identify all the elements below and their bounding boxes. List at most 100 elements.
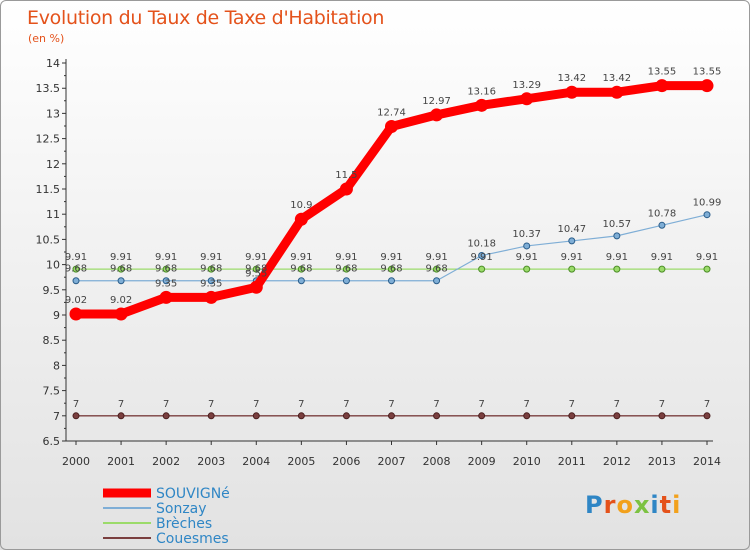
data-point xyxy=(703,211,711,219)
data-label: 13.55 xyxy=(693,67,722,78)
data-point xyxy=(658,221,666,229)
y-tick-label: 7.5 xyxy=(43,385,61,398)
data-point xyxy=(433,265,441,273)
data-point xyxy=(114,307,128,321)
data-label: 9.68 xyxy=(65,264,87,275)
data-point xyxy=(342,265,350,273)
data-label: 7 xyxy=(478,399,484,410)
data-point xyxy=(610,85,624,99)
data-point xyxy=(72,277,80,285)
x-tick-label: 2011 xyxy=(558,455,586,468)
data-label: 10.18 xyxy=(467,239,496,250)
data-point xyxy=(568,237,576,245)
data-point xyxy=(162,412,170,420)
data-point xyxy=(297,277,305,285)
data-point xyxy=(655,79,669,93)
y-tick-label: 13 xyxy=(46,107,60,120)
data-label: 7 xyxy=(569,399,575,410)
y-tick-label: 13.5 xyxy=(36,82,61,95)
data-point xyxy=(204,290,218,304)
y-tick-label: 6.5 xyxy=(43,435,61,448)
data-point xyxy=(207,412,215,420)
data-point xyxy=(565,85,579,99)
data-label: 9.02 xyxy=(110,295,132,306)
data-point xyxy=(162,277,170,285)
data-label: 10.37 xyxy=(512,229,541,240)
data-point xyxy=(207,277,215,285)
data-point xyxy=(475,98,489,112)
data-point xyxy=(162,265,170,273)
data-label: 7 xyxy=(614,399,620,410)
data-point xyxy=(658,412,666,420)
data-point xyxy=(388,277,395,285)
data-point xyxy=(339,182,353,196)
data-point xyxy=(117,265,125,273)
data-point xyxy=(700,79,714,93)
data-point xyxy=(658,265,666,273)
legend-label: Sonzay xyxy=(156,501,207,517)
data-label: 10.47 xyxy=(557,224,586,235)
data-point xyxy=(388,412,395,420)
y-tick-label: 14 xyxy=(46,57,60,70)
data-point xyxy=(523,265,531,273)
x-tick-label: 2014 xyxy=(693,455,721,468)
data-point xyxy=(159,290,173,304)
data-point xyxy=(294,212,308,226)
y-tick-label: 8 xyxy=(53,359,60,372)
data-label: 7 xyxy=(253,399,259,410)
y-tick-label: 11.5 xyxy=(36,183,61,196)
y-tick-label: 10 xyxy=(46,259,60,272)
data-point xyxy=(117,277,125,285)
data-point xyxy=(69,307,83,321)
data-label: 13.16 xyxy=(467,86,496,97)
data-point xyxy=(568,412,576,420)
y-tick-label: 7 xyxy=(53,410,60,423)
data-label: 9.68 xyxy=(110,264,132,275)
data-point xyxy=(388,265,395,273)
data-point xyxy=(207,265,215,273)
x-tick-label: 2012 xyxy=(603,455,631,468)
data-point xyxy=(520,92,534,106)
legend-label: Couesmes xyxy=(156,531,229,547)
data-label: 13.29 xyxy=(512,80,541,91)
data-label: 13.55 xyxy=(648,67,677,78)
data-label: 7 xyxy=(298,399,304,410)
x-tick-label: 2002 xyxy=(152,455,180,468)
y-tick-label: 9.5 xyxy=(43,284,61,297)
x-tick-label: 2010 xyxy=(513,455,541,468)
data-label: 12.97 xyxy=(422,96,451,107)
data-label: 9.91 xyxy=(651,252,673,263)
data-label: 9.91 xyxy=(516,252,538,263)
y-tick-label: 9 xyxy=(53,309,60,322)
chart-title: Evolution du Taux de Taxe d'Habitation xyxy=(27,7,385,29)
data-label: 9.91 xyxy=(290,252,312,263)
data-label: 9.91 xyxy=(425,252,447,263)
data-label: 9.35 xyxy=(155,278,177,289)
data-label: 9.91 xyxy=(696,252,718,263)
data-label: 10.78 xyxy=(648,208,677,219)
data-label: 11.5 xyxy=(335,170,357,181)
axes: 6.5 7 7.5 8 8.5 9 9.5 10 10.5 11 11.5 12 12.5 13 13.5 1… xyxy=(36,57,722,468)
proxiti-logo: Proxiti xyxy=(585,491,682,519)
data-point xyxy=(117,412,125,420)
data-label: 9.91 xyxy=(65,252,87,263)
data-label: 9.91 xyxy=(200,252,222,263)
x-tick-label: 2013 xyxy=(648,455,676,468)
legend-label: Brèches xyxy=(156,516,212,532)
data-label: 7 xyxy=(704,399,710,410)
data-point xyxy=(478,252,486,260)
data-label: 7 xyxy=(163,399,169,410)
x-tick-label: 2004 xyxy=(242,455,270,468)
y-tick-label: 11 xyxy=(46,208,60,221)
data-label: 10.57 xyxy=(603,219,632,230)
data-label: 9.68 xyxy=(155,264,177,275)
data-label: 9.91 xyxy=(110,252,132,263)
data-point xyxy=(703,265,711,273)
data-label: 7 xyxy=(433,399,439,410)
data-label: 9.91 xyxy=(380,252,402,263)
data-label: 7 xyxy=(118,399,124,410)
data-label: 7 xyxy=(659,399,665,410)
